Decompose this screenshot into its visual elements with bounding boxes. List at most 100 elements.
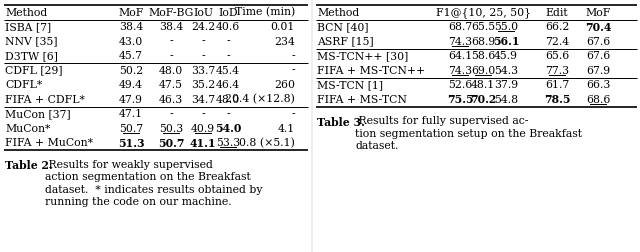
- Text: 56.1: 56.1: [493, 36, 519, 47]
- Text: 61.7: 61.7: [545, 80, 569, 90]
- Text: 38.4: 38.4: [159, 22, 183, 32]
- Text: 37.9: 37.9: [494, 80, 518, 90]
- Text: 48.0: 48.0: [216, 94, 240, 105]
- Text: 40.6: 40.6: [216, 22, 240, 32]
- Text: MoF-BG: MoF-BG: [148, 8, 194, 18]
- Text: 234: 234: [274, 37, 295, 47]
- Text: 40.9: 40.9: [191, 123, 215, 134]
- Text: Method: Method: [5, 8, 47, 18]
- Text: 77.3: 77.3: [545, 66, 569, 76]
- Text: -: -: [291, 51, 295, 61]
- Text: FIFA + MuCon*: FIFA + MuCon*: [5, 138, 93, 148]
- Text: 20.4 (×12.8): 20.4 (×12.8): [225, 94, 295, 105]
- Text: D3TW [6]: D3TW [6]: [5, 51, 58, 61]
- Text: 48.0: 48.0: [159, 66, 183, 76]
- Text: 64.1: 64.1: [448, 51, 472, 61]
- Text: 45.4: 45.4: [216, 66, 240, 76]
- Text: 75.5: 75.5: [447, 94, 474, 105]
- Text: 55.0: 55.0: [494, 22, 518, 32]
- Text: 68.6: 68.6: [586, 94, 610, 105]
- Text: CDFL [29]: CDFL [29]: [5, 66, 63, 76]
- Text: 67.6: 67.6: [586, 37, 610, 47]
- Text: 50.2: 50.2: [119, 66, 143, 76]
- Text: 65.6: 65.6: [545, 51, 569, 61]
- Text: 66.2: 66.2: [545, 22, 569, 32]
- Text: 65.5: 65.5: [471, 22, 495, 32]
- Text: 47.1: 47.1: [119, 109, 143, 119]
- Text: MS-TCN++ [30]: MS-TCN++ [30]: [317, 51, 408, 61]
- Text: Method: Method: [317, 8, 359, 18]
- Text: -: -: [201, 51, 205, 61]
- Text: 260: 260: [274, 80, 295, 90]
- Text: 66.3: 66.3: [586, 80, 610, 90]
- Text: Table 3.: Table 3.: [317, 116, 365, 128]
- Text: 54.8: 54.8: [494, 94, 518, 105]
- Text: -: -: [226, 37, 230, 47]
- Text: 69.0: 69.0: [471, 66, 495, 76]
- Text: 70.2: 70.2: [470, 94, 496, 105]
- Text: 24.2: 24.2: [191, 22, 215, 32]
- Text: -: -: [226, 109, 230, 119]
- Text: -: -: [226, 51, 230, 61]
- Text: MoF: MoF: [118, 8, 144, 18]
- Text: BCN [40]: BCN [40]: [317, 22, 369, 32]
- Text: 58.6: 58.6: [471, 51, 495, 61]
- Text: 68.9: 68.9: [471, 37, 495, 47]
- Text: 34.7: 34.7: [191, 94, 215, 105]
- Text: 67.6: 67.6: [586, 51, 610, 61]
- Text: MS-TCN [1]: MS-TCN [1]: [317, 80, 383, 90]
- Text: 49.4: 49.4: [119, 80, 143, 90]
- Text: -: -: [291, 109, 295, 119]
- Text: -: -: [201, 109, 205, 119]
- Text: CDFL*: CDFL*: [5, 80, 42, 90]
- Text: 45.7: 45.7: [119, 51, 143, 61]
- Text: ASRF [15]: ASRF [15]: [317, 37, 374, 47]
- Text: FIFA + CDFL*: FIFA + CDFL*: [5, 94, 85, 105]
- Text: 50.7: 50.7: [157, 138, 184, 148]
- Text: 54.3: 54.3: [494, 66, 518, 76]
- Text: Results for weakly supervised
action segmentation on the Breakfast
dataset.  * i: Results for weakly supervised action seg…: [45, 160, 262, 207]
- Text: 72.4: 72.4: [545, 37, 569, 47]
- Text: Edit: Edit: [546, 8, 568, 18]
- Text: 50.7: 50.7: [119, 123, 143, 134]
- Text: -: -: [201, 37, 205, 47]
- Text: ISBA [7]: ISBA [7]: [5, 22, 51, 32]
- Text: 70.4: 70.4: [585, 21, 611, 33]
- Text: 54.0: 54.0: [215, 123, 241, 134]
- Text: FIFA + MS-TCN++: FIFA + MS-TCN++: [317, 66, 425, 76]
- Text: -: -: [169, 109, 173, 119]
- Text: 0.8 (×5.1): 0.8 (×5.1): [239, 138, 295, 148]
- Text: 45.9: 45.9: [494, 51, 518, 61]
- Text: -: -: [169, 37, 173, 47]
- Text: MoF: MoF: [586, 8, 611, 18]
- Text: 35.2: 35.2: [191, 80, 215, 90]
- Text: IoU: IoU: [193, 8, 213, 18]
- Text: -: -: [169, 51, 173, 61]
- Text: 48.1: 48.1: [471, 80, 495, 90]
- Text: NNV [35]: NNV [35]: [5, 37, 58, 47]
- Text: Time (min): Time (min): [235, 7, 295, 18]
- Text: F1@{10, 25, 50}: F1@{10, 25, 50}: [435, 7, 531, 18]
- Text: 74.3: 74.3: [448, 37, 472, 47]
- Text: Table 2.: Table 2.: [5, 160, 52, 171]
- Text: 0.01: 0.01: [271, 22, 295, 32]
- Text: 53.3: 53.3: [216, 138, 240, 148]
- Text: 47.9: 47.9: [119, 94, 143, 105]
- Text: 52.6: 52.6: [448, 80, 472, 90]
- Text: 33.7: 33.7: [191, 66, 215, 76]
- Text: -: -: [291, 66, 295, 76]
- Text: 38.4: 38.4: [119, 22, 143, 32]
- Text: MuCon*: MuCon*: [5, 123, 51, 134]
- Text: 46.3: 46.3: [159, 94, 183, 105]
- Text: 51.3: 51.3: [118, 138, 144, 148]
- Text: 67.9: 67.9: [586, 66, 610, 76]
- Text: 43.0: 43.0: [119, 37, 143, 47]
- Text: FIFA + MS-TCN: FIFA + MS-TCN: [317, 94, 407, 105]
- Text: 46.4: 46.4: [216, 80, 240, 90]
- Text: 68.7: 68.7: [448, 22, 472, 32]
- Text: 47.5: 47.5: [159, 80, 183, 90]
- Text: 74.3: 74.3: [448, 66, 472, 76]
- Text: 78.5: 78.5: [544, 94, 570, 105]
- Text: Results for fully supervised ac-
tion segmentation setup on the Breakfast
datase: Results for fully supervised ac- tion se…: [355, 116, 582, 151]
- Text: IoD: IoD: [218, 8, 238, 18]
